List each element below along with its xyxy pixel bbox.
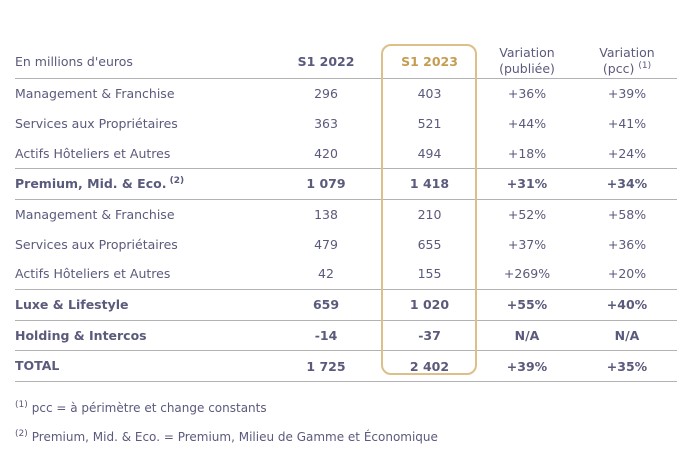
cell-variation-pcc: N/A (614, 327, 640, 343)
cell-variation-pcc: +58% (607, 207, 647, 223)
cell-variation-pcc: +39% (607, 86, 647, 102)
cell-variation-publiee: N/A (514, 327, 540, 343)
row-label: Holding & Intercos (15, 327, 147, 343)
table-row: Actifs Hôteliers et Autres 420 494 +18% … (15, 138, 677, 170)
cell-variation-pcc: +40% (606, 297, 648, 313)
cell-s1-2023: 2 402 (409, 358, 450, 374)
variation-publiee-line1: Variation (499, 44, 555, 60)
cell-variation-publiee: +18% (507, 145, 547, 161)
cell-variation-publiee: +39% (506, 358, 548, 374)
footnote-1-marker: (1) (15, 400, 28, 410)
cell-s1-2022: 42 (318, 266, 334, 282)
row-label: Premium, Mid. & Eco. (2) (15, 176, 185, 192)
cell-variation-publiee: +31% (506, 176, 548, 192)
table-row: Actifs Hôteliers et Autres 42 155 +269% … (15, 259, 677, 290)
variation-pcc-line1: Variation (599, 44, 655, 60)
row-label: Actifs Hôteliers et Autres (15, 266, 171, 282)
cell-s1-2022: 659 (312, 297, 340, 313)
cell-s1-2022: 420 (314, 145, 338, 161)
cell-s1-2022: 1 079 (306, 176, 346, 192)
cell-s1-2023: 521 (417, 116, 442, 132)
cell-s1-2022: 138 (314, 207, 338, 223)
footnotes: (1) pcc = à périmètre et change constants… (15, 400, 438, 457)
cell-s1-2023: 403 (417, 86, 442, 102)
table-row: Management & Franchise 138 210 +52% +58% (15, 200, 677, 230)
footnote-1: (1) pcc = à périmètre et change constants (15, 400, 438, 417)
cell-variation-pcc: +35% (606, 358, 648, 374)
table-row: Services aux Propriétaires 479 655 +37% … (15, 229, 677, 259)
cell-s1-2022: 1 725 (306, 358, 346, 374)
cell-variation-publiee: +52% (507, 207, 547, 223)
variation-pcc-footnote-ref: (1) (638, 60, 652, 71)
cell-variation-pcc: +24% (607, 145, 647, 161)
col-header-s1-2022: S1 2022 (297, 53, 355, 69)
row-label: Luxe & Lifestyle (15, 297, 129, 313)
footnote-1-text: pcc = à périmètre et change constants (31, 401, 267, 415)
cell-s1-2022: 296 (314, 86, 338, 102)
row-label: Services aux Propriétaires (15, 116, 178, 132)
footnote-2-text: Premium, Mid. & Eco. = Premium, Milieu d… (31, 429, 438, 444)
revenue-table: En millions d'euros S1 2022 S1 2023 Vari… (15, 44, 677, 382)
footnote-2: (2) Premium, Mid. & Eco. = Premium, Milie… (15, 429, 438, 446)
table-row: TOTAL 1 725 2 402 +39% +35% (15, 351, 677, 382)
unit-label: En millions d'euros (15, 53, 133, 69)
cell-s1-2023: 655 (417, 236, 442, 252)
cell-variation-pcc: +34% (606, 176, 648, 192)
table-row: Luxe & Lifestyle 659 1 020 +55% +40% (15, 290, 677, 321)
row-label: Management & Franchise (15, 207, 175, 223)
col-header-variation-pcc: Variation (pcc) (1) (577, 45, 677, 78)
variation-publiee-line2: (publiée) (499, 61, 555, 76)
table-row: Management & Franchise 296 403 +36% +39% (15, 79, 677, 109)
cell-variation-publiee: +269% (503, 266, 551, 282)
cell-s1-2023: 1 020 (409, 297, 450, 313)
cell-variation-publiee: +44% (507, 116, 547, 132)
cell-variation-pcc: +20% (607, 266, 647, 282)
cell-s1-2023: 155 (417, 266, 442, 282)
cell-s1-2023: -37 (418, 327, 441, 343)
footnote-2-marker: (2) (15, 428, 28, 439)
row-label: Actifs Hôteliers et Autres (15, 145, 171, 161)
row-label: Services aux Propriétaires (15, 236, 178, 252)
cell-variation-publiee: +37% (507, 236, 547, 252)
cell-variation-publiee: +55% (506, 297, 548, 313)
variation-pcc-line2: (pcc) (602, 61, 635, 77)
cell-variation-pcc: +36% (607, 236, 647, 252)
table-row: Services aux Propriétaires 363 521 +44% … (15, 109, 677, 139)
col-header-s1-2023: S1 2023 (401, 53, 458, 69)
cell-s1-2023: 494 (417, 145, 442, 161)
cell-s1-2023: 1 418 (409, 176, 450, 192)
table-row: Premium, Mid. & Eco. (2) 1 079 1 418 +31… (15, 169, 677, 200)
cell-s1-2023: 210 (417, 207, 442, 223)
cell-s1-2022: 363 (314, 116, 338, 132)
table-header-row: En millions d'euros S1 2022 S1 2023 Vari… (15, 44, 677, 79)
table-body: Management & Franchise 296 403 +36% +39%… (15, 79, 677, 382)
cell-variation-pcc: +41% (607, 116, 647, 132)
cell-variation-publiee: +36% (507, 86, 547, 102)
col-header-variation-publiee: Variation (publiée) (477, 45, 577, 78)
cell-s1-2022: -14 (314, 327, 338, 343)
table-row: Holding & Intercos -14 -37 N/A N/A (15, 321, 677, 352)
cell-s1-2022: 479 (314, 236, 338, 252)
row-label: Management & Franchise (15, 86, 175, 102)
row-label: TOTAL (15, 358, 60, 374)
